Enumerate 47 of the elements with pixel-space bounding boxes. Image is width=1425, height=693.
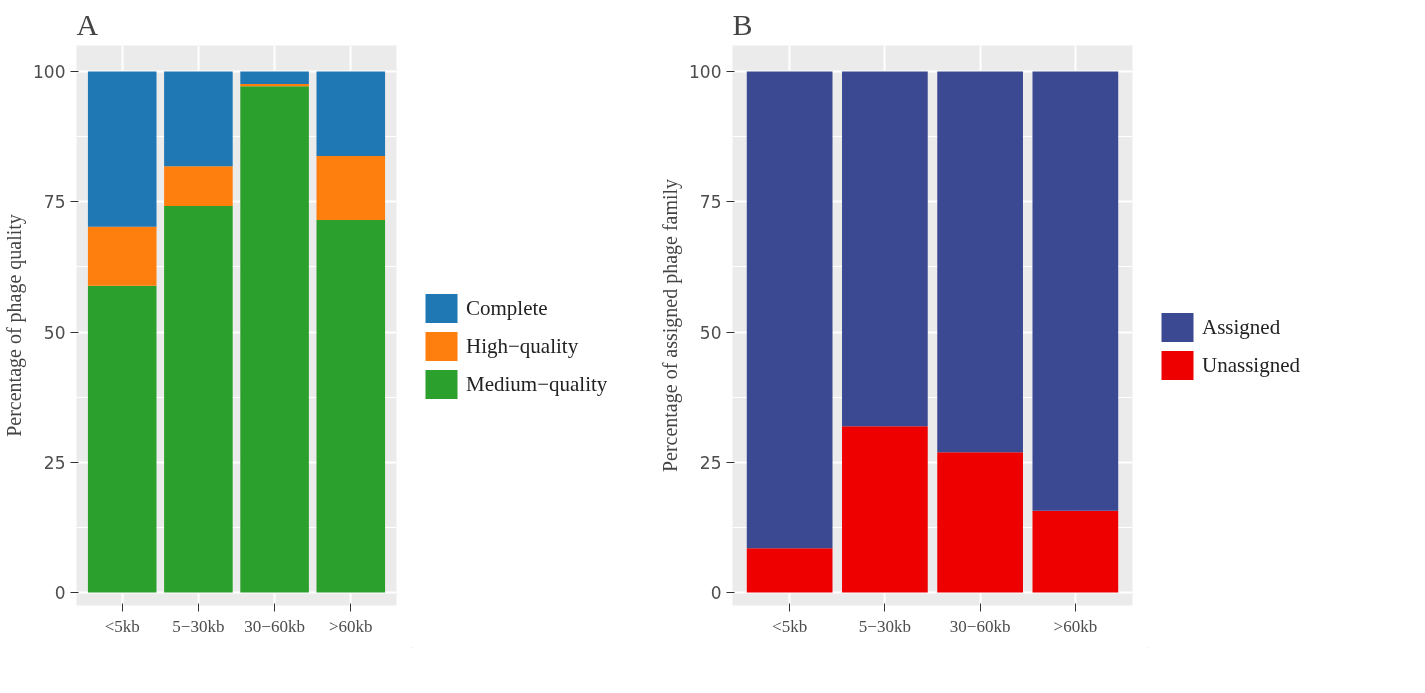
- legend-label: Assigned: [1202, 314, 1281, 340]
- bar: [316, 71, 386, 156]
- y-tick-label: 25: [699, 452, 722, 473]
- bar: [240, 86, 309, 593]
- x-tick-label: <5kb: [772, 616, 808, 636]
- y-tick-label: 100: [689, 62, 722, 83]
- bar: [937, 452, 1023, 593]
- y-tick-label: 25: [43, 452, 66, 473]
- bar: [316, 155, 386, 221]
- y-tick-label: 75: [699, 192, 722, 213]
- bar: [164, 205, 233, 593]
- bar: [937, 71, 1023, 453]
- legend-label: Medium−quality: [466, 371, 608, 397]
- legend-label: High−quality: [466, 333, 579, 359]
- bar: [164, 71, 233, 167]
- x-tick-label: <5kb: [104, 616, 140, 636]
- bar: [842, 71, 928, 427]
- bar: [316, 220, 386, 593]
- y-axis-title: Percentage of assigned phage family: [659, 178, 683, 473]
- legend-label: Complete: [466, 295, 548, 321]
- x-tick-label: >60kb: [1053, 616, 1098, 636]
- legend-label: Unassigned: [1202, 352, 1300, 378]
- chart-title: B: [732, 7, 753, 41]
- bar: [87, 285, 157, 593]
- bar: [240, 84, 309, 87]
- y-tick-label: 100: [33, 62, 66, 83]
- x-tick-label: 5−30kb: [858, 616, 911, 636]
- bar: [87, 226, 157, 286]
- bar: [87, 71, 157, 227]
- y-axis-title: Percentage of phage quality: [3, 214, 27, 437]
- y-tick-label: 50: [43, 322, 66, 343]
- bar: [746, 548, 833, 593]
- bar: [1032, 71, 1119, 511]
- bar: [842, 426, 928, 593]
- bar: [164, 166, 233, 206]
- y-tick-label: 0: [710, 582, 722, 603]
- y-tick-label: 50: [699, 322, 722, 343]
- y-tick-label: 75: [43, 192, 66, 213]
- bar: [746, 71, 833, 549]
- bar: [240, 71, 309, 85]
- bar: [1032, 510, 1119, 593]
- x-tick-label: 5−30kb: [172, 616, 225, 636]
- y-tick-label: 0: [54, 582, 66, 603]
- x-tick-label: >60kb: [328, 616, 373, 636]
- x-tick-label: 30−60kb: [949, 616, 1011, 636]
- chart-title: A: [76, 7, 99, 41]
- x-tick-label: 30−60kb: [244, 616, 305, 636]
